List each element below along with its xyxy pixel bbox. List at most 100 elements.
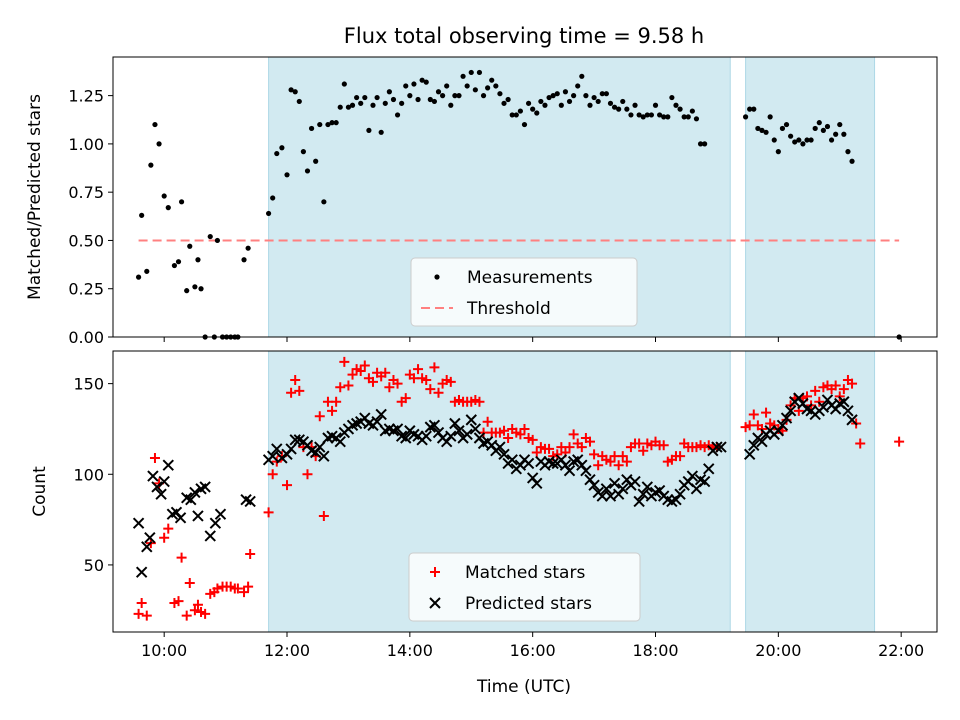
measurement-point <box>681 114 687 120</box>
measurement-point <box>161 193 167 199</box>
measurement-point <box>525 100 532 106</box>
matched-star-marker <box>239 587 250 598</box>
predicted-star-marker <box>617 483 629 495</box>
measurement-point <box>849 158 855 164</box>
legend-label: Matched stars <box>465 563 585 583</box>
ratio-y-axis-label: Matched/Predicted stars <box>25 94 45 300</box>
measurement-point <box>378 129 384 135</box>
measurement-point <box>456 93 462 99</box>
matched-star-marker <box>141 610 152 621</box>
measurement-point <box>195 257 201 263</box>
measurement-point <box>759 127 765 133</box>
measurement-point <box>148 162 154 168</box>
count-y-tick-label: 150 <box>73 375 104 394</box>
measurement-point <box>329 120 335 126</box>
predicted-star-marker <box>780 412 793 424</box>
x-tick-label: 20:00 <box>755 641 801 660</box>
predicted-star-marker <box>465 414 477 426</box>
measurement-point <box>362 94 368 101</box>
measurement-point <box>591 94 597 101</box>
predicted-star-marker <box>158 475 170 488</box>
measurement-point <box>697 141 704 147</box>
measurement-point <box>265 210 272 217</box>
matched-star-marker <box>421 375 432 386</box>
measurement-point <box>796 137 802 143</box>
measurement-point <box>288 87 294 93</box>
measurement-point <box>607 100 614 106</box>
predicted-star-marker <box>185 493 197 506</box>
measurement-point <box>702 141 708 147</box>
measurement-point <box>530 106 536 112</box>
ratio-y-tick-label: 1.00 <box>68 135 104 154</box>
predicted-star-marker <box>449 417 461 430</box>
measurement-point <box>411 81 417 87</box>
ratio-y-tick-label: 0.25 <box>68 280 104 299</box>
measurement-point <box>358 100 364 106</box>
x-tick-label: 18:00 <box>632 641 678 660</box>
measurement-point <box>171 262 178 269</box>
predicted-star-marker <box>637 488 649 500</box>
measurement-point <box>640 114 646 120</box>
matched-star-marker <box>212 583 223 594</box>
matched-star-marker <box>830 380 841 391</box>
measurement-point <box>485 85 491 91</box>
measurement-point <box>837 121 843 128</box>
measurement-point <box>771 137 777 143</box>
matched-star-marker <box>445 376 456 387</box>
measurement-point <box>845 149 851 155</box>
measurement-point <box>599 91 605 97</box>
matched-star-marker <box>515 429 526 440</box>
matched-star-marker <box>617 451 628 462</box>
count-y-tick-label: 100 <box>73 465 104 484</box>
matched-star-marker <box>400 393 411 404</box>
matched-star-marker <box>184 578 195 589</box>
matched-star-marker <box>314 411 325 422</box>
matched-star-marker <box>384 382 395 393</box>
predicted-star-marker <box>596 490 608 502</box>
count-shaded-interval <box>745 350 876 633</box>
predicted-star-marker <box>400 432 412 444</box>
measurement-point <box>673 102 679 108</box>
predicted-star-marker <box>838 396 850 408</box>
predicted-star-marker <box>334 435 346 448</box>
measurement-point <box>783 121 790 128</box>
matched-star-marker <box>192 599 203 610</box>
matched-star-marker <box>367 376 378 387</box>
matched-star-marker <box>482 416 493 427</box>
measurement-point <box>833 131 839 137</box>
predicted-star-marker <box>162 459 174 471</box>
matched-star-marker <box>327 405 338 416</box>
predicted-star-marker <box>686 470 699 482</box>
matched-star-marker <box>302 469 313 480</box>
matched-star-marker <box>519 423 530 434</box>
x-axis-label: Time (UTC) <box>476 677 571 697</box>
matched-star-marker <box>605 456 616 467</box>
matched-star-marker <box>263 507 274 518</box>
ratio-y-tick-label: 1.25 <box>68 87 104 106</box>
matched-star-marker <box>584 436 595 447</box>
measurement-point <box>554 91 560 97</box>
predicted-star-marker <box>494 441 506 453</box>
matched-star-marker <box>621 456 632 467</box>
measurement-point <box>152 121 158 128</box>
matched-star-marker <box>748 409 759 420</box>
measurement-point <box>812 125 818 132</box>
measurement-point <box>620 98 626 105</box>
predicted-star-marker <box>506 454 518 466</box>
measurement-point <box>804 137 810 143</box>
predicted-star-marker <box>132 517 145 529</box>
matched-star-marker <box>593 460 604 471</box>
measurement-point <box>579 73 585 79</box>
predicted-star-marker <box>271 443 283 455</box>
matched-star-marker <box>847 378 858 389</box>
predicted-star-marker <box>743 448 756 461</box>
count-legend-box <box>408 552 641 622</box>
matched-star-marker <box>133 608 144 619</box>
predicted-star-marker <box>629 475 641 488</box>
legend-predicted-marker <box>429 597 441 609</box>
measurement-point <box>652 102 659 108</box>
x-tick-label: 10:00 <box>141 641 187 660</box>
measurement-point <box>279 145 285 151</box>
x-tick-label: 12:00 <box>264 641 310 660</box>
